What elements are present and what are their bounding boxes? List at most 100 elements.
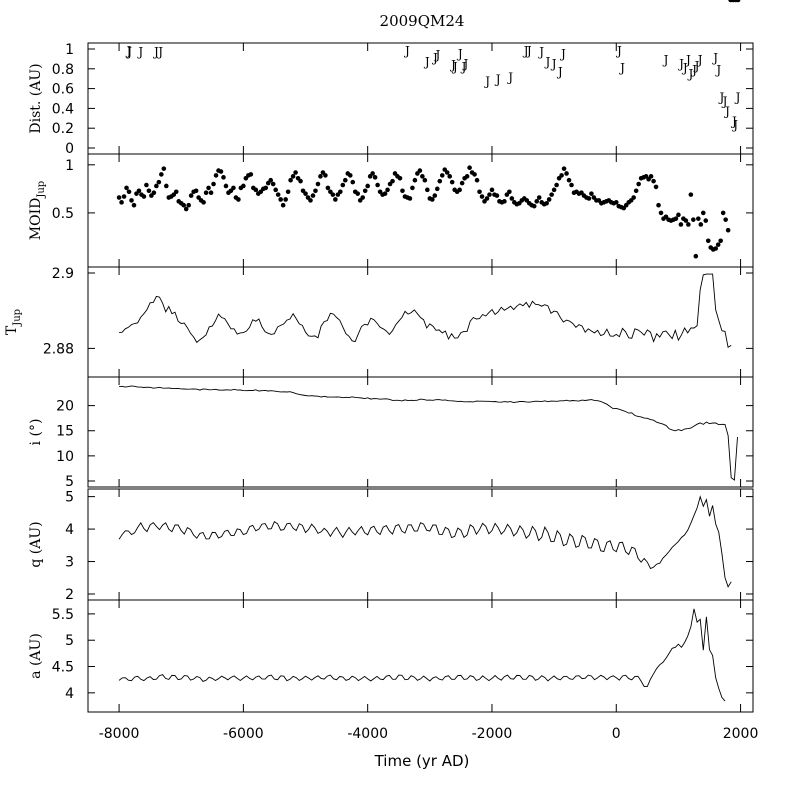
y-tick-label-a: 5	[65, 633, 74, 649]
encounter-marker: J	[734, 91, 741, 105]
moid-point	[280, 202, 286, 208]
moid-point	[725, 227, 731, 233]
moid-point	[382, 191, 388, 196]
moid-point	[633, 188, 639, 194]
y-tick-label-q: 5	[65, 490, 74, 506]
moid-point	[325, 185, 331, 191]
moid-point	[494, 193, 500, 198]
panel-incl: 5 10 15 20 i (°)	[28, 376, 754, 490]
moid-point	[131, 202, 137, 208]
moid-point	[554, 182, 559, 188]
moid-point	[253, 187, 259, 193]
moid-point	[569, 182, 574, 188]
y-tick-label-incl: 5	[65, 474, 74, 490]
encounter-marker: J	[433, 48, 440, 62]
moid-point	[713, 246, 719, 251]
moid-point	[715, 242, 721, 247]
moid-point	[308, 198, 313, 203]
moid-point	[315, 181, 321, 187]
encounter-marker: J	[677, 57, 684, 71]
moid-point	[735, 0, 741, 3]
moid-point	[181, 202, 187, 208]
moid-point	[425, 187, 430, 193]
moid-point	[156, 179, 162, 185]
moid-point	[146, 188, 152, 194]
moid-point	[484, 196, 490, 201]
y-tick-label-tjup: 2.9	[52, 266, 74, 282]
panel-frame-incl	[87, 376, 754, 488]
moid-point	[705, 238, 711, 244]
moid-point	[124, 185, 129, 191]
y-tick-label-moid: 1	[65, 158, 74, 174]
moid-point	[231, 185, 236, 191]
moid-point	[318, 174, 323, 179]
moid-point	[248, 172, 254, 177]
moid-point	[206, 185, 211, 191]
panel-a: 4 4.5 5 5.5 a (AU)	[28, 599, 754, 713]
moid-point	[686, 222, 691, 227]
moid-point	[218, 169, 224, 174]
encounter-marker: J	[451, 60, 458, 74]
moid-point	[420, 174, 425, 179]
encounter-marker: J	[618, 61, 625, 75]
moid-point	[362, 188, 368, 194]
moid-point	[648, 174, 654, 179]
encounter-marker: J	[537, 45, 544, 59]
moid-point	[310, 193, 316, 198]
moid-point	[589, 191, 594, 196]
moid-point	[323, 173, 328, 178]
moid-point	[439, 173, 445, 178]
encounter-marker: J	[461, 57, 468, 71]
moid-point	[546, 197, 552, 202]
moid-point	[375, 182, 380, 188]
moid-point	[432, 193, 438, 198]
moid-point	[370, 171, 375, 176]
moid-point	[385, 187, 390, 193]
moid-point	[720, 210, 726, 216]
encounter-marker: J	[681, 61, 688, 75]
series-line-a	[118, 608, 726, 702]
y-axis-label-text-incl: i (°)	[28, 419, 44, 446]
y-tick-label-dist: 0	[65, 141, 74, 157]
y-tick-label-tjup: 2.88	[43, 341, 74, 357]
panel-frame-a	[87, 599, 754, 713]
moid-point	[544, 200, 549, 206]
encounter-marker: J	[718, 91, 725, 105]
moid-point	[342, 177, 348, 183]
moid-point	[502, 199, 507, 204]
moid-point	[467, 165, 472, 170]
moid-point	[723, 217, 728, 222]
panel-frame-q	[87, 488, 754, 601]
moid-point	[126, 189, 132, 195]
moid-point	[223, 183, 229, 189]
y-tick-label-incl: 20	[56, 399, 74, 415]
encounter-marker: J	[686, 67, 693, 81]
moid-point	[417, 168, 423, 173]
moid-point	[347, 173, 353, 178]
moid-point	[193, 188, 199, 194]
y-axis-label-text-moid: MOID	[28, 198, 44, 241]
y-tick-label-incl: 15	[56, 424, 74, 440]
moid-point	[141, 194, 147, 199]
moid-point	[703, 218, 709, 223]
y-axis-label-dist: Dist. (AU)	[28, 63, 44, 133]
encounter-marker: J	[696, 53, 703, 67]
moid-point	[397, 175, 403, 181]
y-tick-label-incl: 10	[56, 449, 74, 465]
moid-point	[151, 190, 157, 196]
moid-point	[651, 178, 656, 184]
moid-point	[338, 189, 343, 195]
x-axis: -8000 -6000 -4000 -2000 0 2000	[99, 726, 759, 742]
encounter-marker: J	[662, 53, 669, 67]
moid-point	[355, 191, 361, 196]
moid-point	[285, 189, 291, 195]
moid-point	[718, 238, 723, 244]
moid-point	[350, 179, 356, 185]
moid-point	[313, 188, 318, 194]
encounter-marker: J	[125, 44, 132, 58]
encounter-marker: J	[723, 104, 730, 118]
moid-point	[534, 199, 540, 204]
encounter-marker: J	[494, 73, 501, 87]
encounter-marker: J	[449, 58, 456, 72]
